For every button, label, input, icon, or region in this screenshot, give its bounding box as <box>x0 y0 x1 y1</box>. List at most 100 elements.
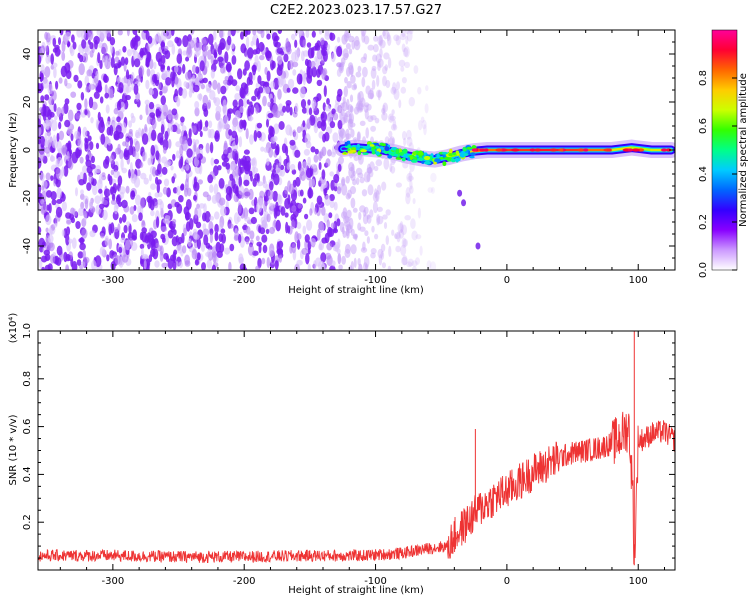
noise-blob <box>91 101 98 111</box>
noise-blob <box>136 169 141 177</box>
noise-blob <box>102 209 108 221</box>
noise-blob <box>269 226 275 235</box>
noise-blob <box>375 53 382 64</box>
colorbar-frame <box>711 29 738 271</box>
noise-blob <box>214 231 219 242</box>
noise-blob <box>229 163 235 171</box>
noise-blob <box>353 155 359 162</box>
noise-blob <box>104 84 108 94</box>
noise-blob <box>336 248 341 255</box>
noise-blob <box>53 222 58 228</box>
noise-blob <box>382 30 386 37</box>
noise-blob <box>194 207 198 219</box>
noise-blob <box>196 147 200 160</box>
noise-blob <box>350 261 354 270</box>
colorbar-tick-label: 0.6 <box>698 118 709 134</box>
x-tick-label: -200 <box>233 275 256 286</box>
noise-blob <box>337 119 343 130</box>
noise-blob <box>239 106 245 113</box>
noise-blob <box>160 113 165 126</box>
noise-blob <box>183 206 190 216</box>
noise-blob <box>405 187 411 198</box>
noise-blob <box>333 201 338 211</box>
noise-blob <box>38 237 46 249</box>
noise-blob <box>95 86 100 92</box>
noise-blob <box>61 201 67 212</box>
snr-y-label: SNR (10 * v/v) <box>8 414 19 485</box>
noise-blob <box>343 30 349 42</box>
noise-blob <box>412 198 416 205</box>
noise-blob <box>376 215 384 225</box>
noise-blob <box>182 50 187 56</box>
noise-blob <box>199 130 203 138</box>
noise-blob <box>383 52 390 60</box>
noise-blob <box>154 201 159 209</box>
noise-blob <box>266 158 270 166</box>
noise-blob <box>336 46 343 57</box>
noise-blob <box>225 162 231 170</box>
noise-blob <box>38 126 42 137</box>
signal-blob <box>452 152 456 156</box>
noise-blob <box>259 190 265 199</box>
noise-blob <box>135 75 142 83</box>
noise-blob <box>363 35 370 45</box>
noise-blob <box>213 183 219 196</box>
noise-blob <box>108 175 113 186</box>
noise-blob <box>257 257 262 269</box>
noise-blob <box>374 188 378 199</box>
noise-blob <box>188 128 192 139</box>
noise-blob <box>115 124 122 135</box>
noise-blob <box>273 35 280 42</box>
noise-blob <box>113 65 118 76</box>
noise-blob <box>402 239 408 247</box>
noise-blob <box>363 262 368 270</box>
noise-blob <box>231 130 238 139</box>
signal-blob <box>424 155 431 161</box>
noise-blob <box>186 47 193 58</box>
noise-blob <box>223 142 229 155</box>
noise-blob <box>71 34 75 43</box>
noise-blob <box>332 132 339 143</box>
noise-blob <box>185 164 190 171</box>
noise-blob <box>51 199 57 206</box>
noise-blob <box>262 244 268 254</box>
noise-blob <box>171 43 176 55</box>
noise-blob <box>150 230 157 239</box>
noise-blob <box>316 195 323 205</box>
noise-blob <box>417 86 422 95</box>
noise-blob <box>128 128 133 135</box>
noise-blob <box>270 81 275 90</box>
signal-blob <box>350 149 357 153</box>
noise-blob <box>240 31 244 40</box>
noise-blob <box>170 165 174 171</box>
x-tick-label: 0 <box>504 576 510 587</box>
noise-blob <box>113 107 119 115</box>
signal-blob <box>412 151 417 156</box>
noise-blob <box>150 183 157 190</box>
noise-blob <box>65 226 71 236</box>
noise-blob <box>252 30 257 36</box>
noise-blob <box>154 260 160 268</box>
noise-blob <box>97 111 101 121</box>
noise-blob <box>272 190 279 202</box>
noise-blob <box>284 212 289 218</box>
noise-blob <box>286 162 291 170</box>
signal-blob <box>381 143 386 147</box>
noise-blob <box>264 195 269 202</box>
noise-blob <box>372 54 378 62</box>
noise-blob <box>114 255 121 265</box>
noise-blob <box>237 68 243 80</box>
noise-blob <box>55 168 61 178</box>
noise-blob <box>377 90 381 101</box>
noise-blob <box>155 150 160 161</box>
noise-blob <box>363 104 369 113</box>
signal-blob <box>448 148 453 154</box>
noise-blob <box>320 37 325 46</box>
noise-blob <box>96 30 102 36</box>
noise-blob <box>171 176 175 184</box>
noise-blob <box>54 255 59 265</box>
noise-blob <box>240 192 245 199</box>
noise-blob <box>211 264 217 270</box>
noise-blob <box>160 95 166 106</box>
noise-blob <box>306 65 311 77</box>
